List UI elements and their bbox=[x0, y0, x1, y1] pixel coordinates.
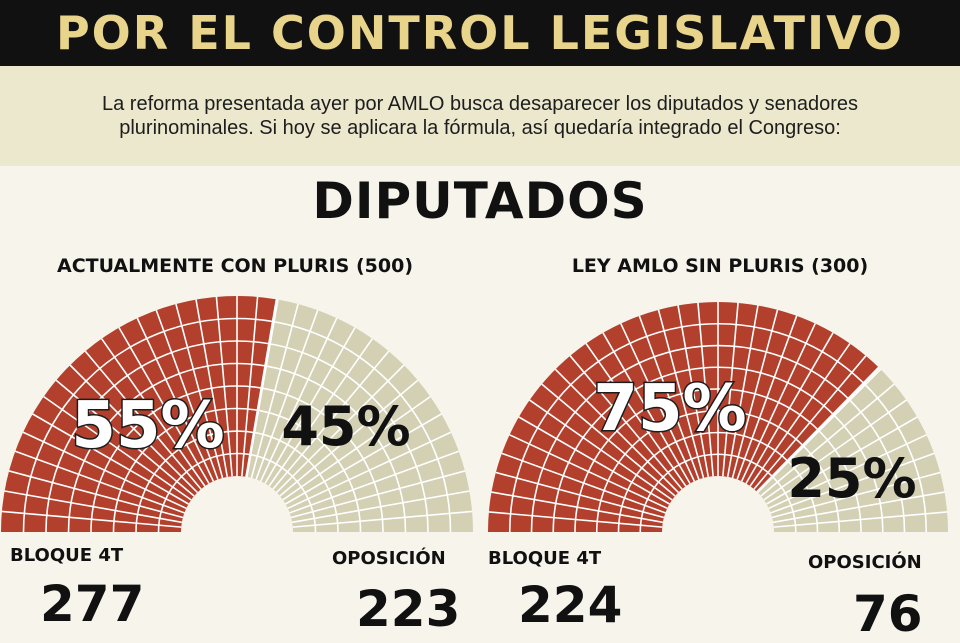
seat-radial-line bbox=[657, 309, 705, 479]
bloque-value-right: 224 bbox=[518, 576, 623, 634]
seat-radial-line bbox=[276, 364, 405, 493]
percent-label-oposicion-right: 25% bbox=[787, 447, 916, 510]
seat-radial-line bbox=[290, 470, 466, 519]
seat-radial-line bbox=[773, 491, 945, 524]
seat-radial-line bbox=[4, 490, 182, 524]
intro-panel: La reforma presentada ayer por AMLO busc… bbox=[0, 66, 960, 166]
seat-radial-line bbox=[289, 450, 460, 514]
segment-divider bbox=[756, 366, 880, 493]
seat-radial-line bbox=[753, 355, 867, 490]
infographic-title: POR EL CONTROL LEGISLATIVO bbox=[55, 6, 905, 60]
seat-radial-line bbox=[488, 511, 663, 528]
seat-radial-line bbox=[620, 323, 696, 482]
seat-radial-line bbox=[285, 413, 442, 505]
seat-radial-line bbox=[136, 317, 215, 482]
seat-radial-line bbox=[8, 470, 184, 519]
seat-radial-line bbox=[495, 471, 665, 519]
seat-radial-line bbox=[14, 450, 185, 514]
seat-radial-line bbox=[768, 434, 927, 510]
seat-radial-line bbox=[118, 327, 210, 484]
seat-radial-line bbox=[501, 452, 666, 514]
seat-radial-line bbox=[745, 332, 834, 484]
seat-radial-line bbox=[726, 305, 759, 477]
oposicion-value-right: 76 bbox=[853, 585, 923, 643]
seat-radial-line bbox=[677, 305, 710, 477]
seat-radial-line bbox=[585, 343, 687, 487]
seat-radial-line bbox=[100, 338, 206, 487]
oposicion-value-left: 223 bbox=[356, 580, 461, 638]
seat-radial-line bbox=[287, 431, 452, 510]
seat-radial-line bbox=[509, 434, 668, 510]
seat-radial-line bbox=[697, 302, 714, 477]
segment-divider bbox=[245, 299, 279, 478]
bloque-value-left: 277 bbox=[40, 575, 145, 633]
seat-radial-line bbox=[1, 510, 182, 528]
oposicion-label-left: OPOSICIÓN bbox=[332, 548, 446, 569]
seat-radial-line bbox=[541, 383, 676, 497]
intro-text: La reforma presentada ayer por AMLO busc… bbox=[102, 93, 858, 139]
seat-radial-line bbox=[763, 399, 907, 501]
seat-radial-line bbox=[749, 343, 851, 487]
seat-radial-line bbox=[638, 315, 700, 480]
seat-radial-line bbox=[773, 511, 948, 528]
seat-radial-line bbox=[569, 355, 683, 490]
seat-radial-line bbox=[760, 383, 895, 497]
oposicion-label-right: OPOSICIÓN bbox=[808, 552, 922, 573]
bloque-label-left: BLOQUE 4T bbox=[10, 545, 124, 566]
chart-title-right: LEY AMLO SIN PLURIS (300) bbox=[571, 255, 869, 277]
seat-radial-line bbox=[259, 317, 338, 482]
seat-radial-line bbox=[241, 296, 259, 477]
seat-radial-line bbox=[602, 332, 691, 484]
seat-radial-line bbox=[766, 416, 918, 505]
seat-radial-line bbox=[195, 299, 229, 477]
seat-radial-line bbox=[518, 416, 670, 505]
seat-radial-line bbox=[250, 303, 299, 479]
seat-radial-line bbox=[554, 368, 679, 493]
seat-radial-line bbox=[722, 302, 739, 477]
seat-radial-line bbox=[529, 399, 673, 501]
bloque-label-right: BLOQUE 4T bbox=[488, 548, 602, 569]
seat-radial-line bbox=[292, 510, 473, 528]
seat-radial-line bbox=[770, 452, 935, 514]
seat-radial-line bbox=[771, 471, 941, 519]
seat-radial-line bbox=[731, 309, 779, 479]
seat-radial-line bbox=[736, 315, 798, 480]
seat-radial-line bbox=[740, 323, 816, 482]
hemicycle-right bbox=[488, 302, 948, 533]
seat-radial-line bbox=[22, 431, 187, 510]
seat-radial-line bbox=[491, 491, 663, 524]
seat-radial-line bbox=[155, 309, 219, 480]
seat-radial-line bbox=[255, 309, 319, 480]
percent-label-bloque-left: 55% bbox=[71, 389, 224, 463]
seat-radial-line bbox=[55, 379, 195, 497]
seat-radial-line bbox=[69, 364, 198, 493]
header-banner: POR EL CONTROL LEGISLATIVO bbox=[0, 0, 960, 66]
section-title: DIPUTADOS bbox=[312, 172, 648, 230]
seat-radial-line bbox=[264, 327, 356, 484]
hemicycle-left bbox=[1, 296, 473, 533]
seat-radial-line bbox=[43, 395, 192, 501]
seat-radial-line bbox=[272, 350, 390, 490]
seat-radial-line bbox=[268, 338, 374, 487]
seat-radial-line bbox=[84, 350, 202, 490]
seat-radial-line bbox=[292, 490, 470, 524]
seat-radial-line bbox=[175, 303, 224, 479]
percent-label-oposicion-left: 45% bbox=[281, 395, 410, 458]
seat-radial-line bbox=[279, 379, 419, 497]
seat-radial-line bbox=[32, 413, 189, 505]
seat-radial-line bbox=[215, 296, 233, 477]
seat-radial-line bbox=[282, 395, 431, 501]
chart-title-left: ACTUALMENTE CON PLURIS (500) bbox=[56, 255, 414, 277]
percent-label-bloque-right: 75% bbox=[593, 372, 746, 446]
